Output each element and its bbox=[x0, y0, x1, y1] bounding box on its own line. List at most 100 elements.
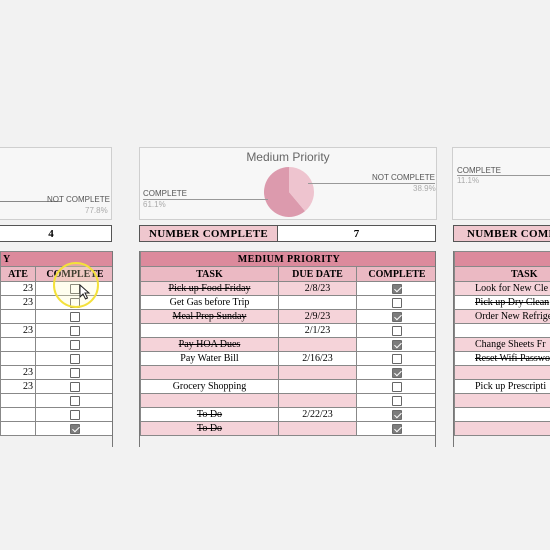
medium-complete-cell bbox=[356, 351, 435, 366]
table-row: Pick up Dry Clean bbox=[454, 295, 550, 310]
table-row: 23 bbox=[0, 365, 112, 380]
left-table-title: Y bbox=[0, 251, 112, 267]
medium-due-cell[interactable] bbox=[278, 393, 357, 408]
right-number-complete-row: NUMBER COMP bbox=[453, 225, 550, 242]
medium-task-cell[interactable]: Pick up Food Friday bbox=[140, 281, 279, 296]
medium-due-cell[interactable]: 2/22/23 bbox=[278, 407, 357, 422]
complete-checkbox[interactable] bbox=[392, 325, 402, 336]
left-complete-cell bbox=[35, 337, 112, 352]
right-task-cell[interactable]: Change Sheets Fr bbox=[454, 337, 550, 352]
right-task-cell[interactable] bbox=[454, 421, 550, 436]
table-row bbox=[0, 351, 112, 366]
medium-pie-chart bbox=[264, 167, 314, 217]
complete-checkbox[interactable] bbox=[70, 311, 80, 322]
left-chart-leader bbox=[0, 201, 61, 202]
table-row bbox=[0, 393, 112, 408]
medium-task-cell[interactable]: Meal Prep Sunday bbox=[140, 309, 279, 324]
right-task-cell[interactable] bbox=[454, 323, 550, 338]
complete-checkbox[interactable] bbox=[392, 409, 402, 420]
left-due-cell: 23 bbox=[0, 379, 36, 394]
table-row: Pay Water Bill 2/16/23 bbox=[140, 351, 435, 366]
left-number-complete-row: 4 bbox=[0, 225, 112, 242]
complete-checkbox[interactable] bbox=[392, 381, 402, 392]
medium-task-cell[interactable]: To Do bbox=[140, 421, 279, 436]
medium-task-cell[interactable] bbox=[140, 365, 279, 380]
left-complete-cell bbox=[35, 365, 112, 380]
left-due-cell: 23 bbox=[0, 295, 36, 310]
complete-checkbox[interactable] bbox=[392, 353, 402, 364]
table-row: To Do bbox=[140, 421, 435, 436]
medium-task-cell[interactable]: Grocery Shopping bbox=[140, 379, 279, 394]
medium-due-header: DUE DATE bbox=[278, 266, 357, 282]
medium-table-title: MEDIUM PRIORITY bbox=[140, 251, 435, 267]
medium-complete-cell bbox=[356, 281, 435, 296]
right-task-cell[interactable]: Reset Wifi Password fo bbox=[454, 351, 550, 366]
table-row bbox=[0, 421, 112, 436]
medium-task-cell[interactable]: Get Gas before Trip bbox=[140, 295, 279, 310]
medium-complete-header: COMPLETE bbox=[356, 266, 435, 282]
medium-task-cell[interactable]: To Do bbox=[140, 407, 279, 422]
complete-checkbox[interactable] bbox=[70, 423, 80, 434]
complete-checkbox[interactable] bbox=[392, 311, 402, 322]
medium-due-cell[interactable] bbox=[278, 421, 357, 436]
left-due-cell bbox=[0, 309, 36, 324]
table-row: Look for New Cle bbox=[454, 281, 550, 296]
right-task-cell[interactable] bbox=[454, 365, 550, 380]
medium-due-cell[interactable]: 2/16/23 bbox=[278, 351, 357, 366]
medium-due-cell[interactable]: 2/8/23 bbox=[278, 281, 357, 296]
complete-checkbox[interactable] bbox=[70, 381, 80, 392]
right-task-cell[interactable]: Pick up Dry Clean bbox=[454, 295, 550, 310]
table-row bbox=[454, 393, 550, 408]
medium-complete-cell bbox=[356, 365, 435, 380]
medium-task-cell[interactable]: Pay Water Bill bbox=[140, 351, 279, 366]
table-row bbox=[0, 337, 112, 352]
table-row bbox=[0, 309, 112, 324]
medium-task-cell[interactable] bbox=[140, 323, 279, 338]
medium-due-cell[interactable] bbox=[278, 295, 357, 310]
complete-checkbox[interactable] bbox=[392, 339, 402, 350]
medium-complete-pct: 61.1% bbox=[143, 200, 166, 209]
medium-due-cell[interactable] bbox=[278, 337, 357, 352]
right-task-table: TASK Look for New Cle Pick up Dry Clean Or… bbox=[453, 251, 550, 447]
complete-checkbox[interactable] bbox=[70, 367, 80, 378]
left-not-complete-label: NOT COMPLETE bbox=[47, 195, 110, 204]
medium-leader-right bbox=[308, 183, 435, 184]
table-row: 2/1/23 bbox=[140, 323, 435, 338]
left-complete-cell bbox=[35, 407, 112, 422]
left-number-complete-value: 4 bbox=[0, 226, 111, 241]
complete-checkbox[interactable] bbox=[392, 423, 402, 434]
complete-checkbox[interactable] bbox=[70, 339, 80, 350]
medium-complete-cell bbox=[356, 421, 435, 436]
right-task-cell[interactable]: Order New Refrige bbox=[454, 309, 550, 324]
table-row bbox=[454, 421, 550, 436]
medium-task-cell[interactable]: Pay HOA Dues bbox=[140, 337, 279, 352]
left-chart-box: NOT COMPLETE 77.8% bbox=[0, 147, 112, 220]
right-task-cell[interactable] bbox=[454, 393, 550, 408]
right-task-cell[interactable] bbox=[454, 407, 550, 422]
complete-checkbox[interactable] bbox=[70, 409, 80, 420]
complete-checkbox[interactable] bbox=[392, 297, 402, 308]
complete-checkbox[interactable] bbox=[70, 325, 80, 336]
complete-checkbox[interactable] bbox=[392, 283, 402, 294]
medium-due-cell[interactable] bbox=[278, 365, 357, 380]
medium-complete-cell bbox=[356, 323, 435, 338]
medium-due-cell[interactable] bbox=[278, 379, 357, 394]
table-row bbox=[454, 323, 550, 338]
table-row: Get Gas before Trip bbox=[140, 295, 435, 310]
medium-complete-cell bbox=[356, 309, 435, 324]
right-table-title bbox=[454, 251, 550, 267]
medium-leader-left bbox=[143, 199, 268, 200]
right-task-cell[interactable]: Look for New Cle bbox=[454, 281, 550, 296]
right-task-cell[interactable]: Pick up Prescripti bbox=[454, 379, 550, 394]
complete-checkbox[interactable] bbox=[392, 395, 402, 406]
medium-complete-cell bbox=[356, 407, 435, 422]
medium-due-cell[interactable]: 2/1/23 bbox=[278, 323, 357, 338]
left-due-cell: 23 bbox=[0, 281, 36, 296]
complete-checkbox[interactable] bbox=[392, 367, 402, 378]
medium-task-cell[interactable] bbox=[140, 393, 279, 408]
right-chart-box: COMPLETE 11.1% bbox=[452, 147, 550, 220]
right-number-complete-label: NUMBER COMP bbox=[454, 226, 550, 241]
complete-checkbox[interactable] bbox=[70, 395, 80, 406]
medium-due-cell[interactable]: 2/9/23 bbox=[278, 309, 357, 324]
complete-checkbox[interactable] bbox=[70, 353, 80, 364]
